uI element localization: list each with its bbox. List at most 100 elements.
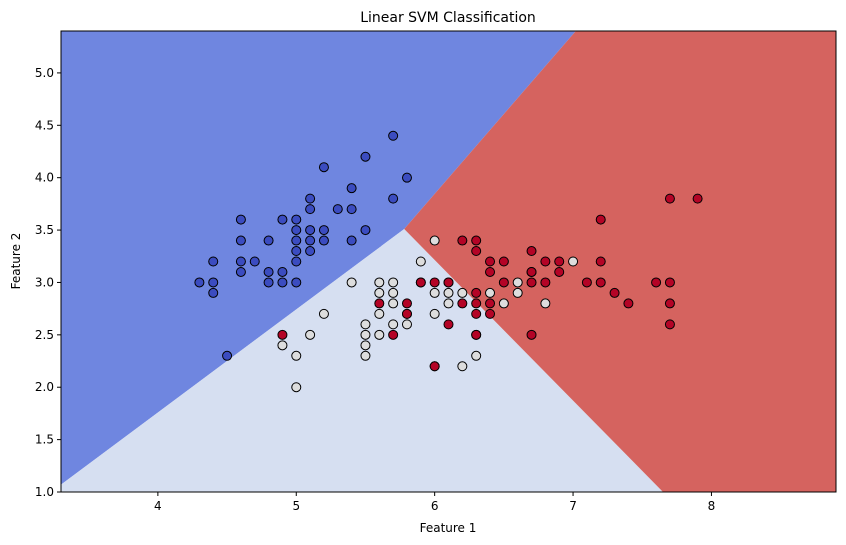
data-point-class-2 [443,319,454,330]
y-tick-label: 3.0 [35,275,54,289]
data-point-class-2 [540,277,551,288]
data-point-class-1 [568,256,579,267]
data-point-class-1 [443,287,454,298]
data-point-class-2 [526,329,537,340]
data-point-class-2 [554,266,565,277]
data-point-class-0 [235,214,246,225]
x-tick-label: 5 [292,499,300,513]
data-point-class-1 [512,287,523,298]
data-point-class-0 [388,193,399,204]
data-point-class-1 [374,287,385,298]
data-point-class-1 [429,308,440,319]
y-axis-ticks: 1.0 1.5 2.0 2.5 3.0 3.5 4.0 4.5 5.0 [35,66,61,499]
data-point-class-2 [485,298,496,309]
data-point-class-2 [485,256,496,267]
data-point-class-2 [664,298,675,309]
x-axis-ticks: 4 5 6 7 8 [154,492,715,513]
data-point-class-0 [291,246,302,257]
data-point-class-2 [581,277,592,288]
data-point-class-2 [471,308,482,319]
data-point-class-1 [540,298,551,309]
data-point-class-0 [291,235,302,246]
data-point-class-2 [401,298,412,309]
y-axis-label: Feature 2 [9,233,23,290]
data-point-class-1 [443,298,454,309]
data-point-class-1 [277,340,288,351]
data-point-class-0 [305,246,316,257]
y-tick-label: 5.0 [35,66,54,80]
x-tick-label: 6 [431,499,439,513]
data-point-class-1 [291,382,302,393]
data-point-class-0 [291,225,302,236]
data-point-class-1 [374,308,385,319]
decision-region-class-1 [61,229,664,492]
data-point-class-0 [277,277,288,288]
data-point-class-2 [498,256,509,267]
data-point-class-0 [208,277,219,288]
data-point-class-2 [471,287,482,298]
x-axis-label: Feature 1 [420,521,477,535]
decision-regions [61,31,836,492]
data-point-class-2 [277,329,288,340]
chart-title: Linear SVM Classification [360,10,536,26]
data-point-class-1 [401,319,412,330]
data-point-class-2 [485,266,496,277]
data-point-class-2 [388,329,399,340]
data-point-class-2 [443,277,454,288]
data-point-class-1 [291,350,302,361]
data-point-class-0 [291,277,302,288]
data-point-class-2 [457,298,468,309]
data-point-class-0 [277,214,288,225]
data-point-class-1 [360,350,371,361]
data-point-class-0 [263,277,274,288]
decision-region-class-0 [61,31,576,485]
data-point-class-0 [360,225,371,236]
data-point-class-2 [429,277,440,288]
data-point-class-1 [388,319,399,330]
data-point-class-1 [429,235,440,246]
data-point-class-1 [498,298,509,309]
y-tick-label: 4.0 [35,171,54,185]
data-point-class-0 [360,151,371,162]
data-point-class-0 [235,256,246,267]
x-tick-label: 8 [708,499,716,513]
data-point-class-1 [457,287,468,298]
data-point-class-2 [374,298,385,309]
data-point-class-1 [374,277,385,288]
data-point-class-1 [360,340,371,351]
data-point-class-0 [277,266,288,277]
data-point-class-0 [346,204,357,215]
data-point-class-0 [318,162,329,173]
data-point-class-0 [263,266,274,277]
decision-region-class-2 [404,31,836,492]
data-point-class-1 [374,329,385,340]
data-point-class-0 [346,183,357,194]
data-point-class-1 [346,277,357,288]
y-tick-label: 2.0 [35,380,54,394]
data-point-class-1 [388,277,399,288]
data-point-class-0 [291,214,302,225]
data-point-class-0 [401,172,412,183]
data-point-class-0 [222,350,233,361]
data-point-class-2 [623,298,634,309]
data-point-class-2 [595,214,606,225]
data-point-class-2 [664,319,675,330]
data-point-class-2 [471,329,482,340]
data-point-class-2 [595,277,606,288]
data-point-class-1 [429,287,440,298]
y-tick-label: 2.5 [35,328,54,342]
data-point-class-2 [664,193,675,204]
data-point-class-2 [664,277,675,288]
data-point-class-2 [498,277,509,288]
data-point-class-0 [305,225,316,236]
data-point-class-0 [388,130,399,141]
data-point-class-2 [609,287,620,298]
data-point-class-1 [318,308,329,319]
data-point-class-1 [388,287,399,298]
x-tick-label: 4 [154,499,162,513]
data-point-class-0 [305,204,316,215]
y-tick-label: 1.5 [35,433,54,447]
data-point-class-2 [595,256,606,267]
y-tick-label: 1.0 [35,485,54,499]
